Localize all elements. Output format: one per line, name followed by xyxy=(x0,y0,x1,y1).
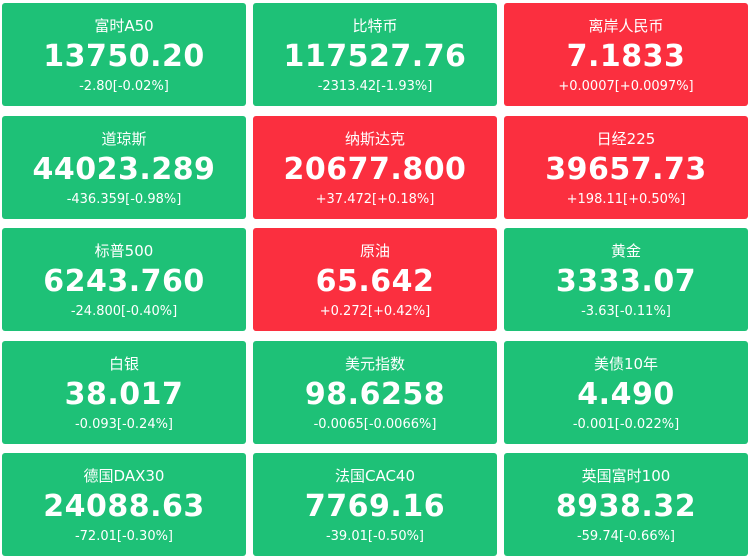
instrument-name: 富时A50 xyxy=(94,17,154,35)
instrument-price: 6243.760 xyxy=(43,264,205,299)
instrument-change: -24.800[-0.40%] xyxy=(70,304,178,319)
instrument-change: -72.01[-0.30%] xyxy=(74,529,174,544)
quote-tile[interactable]: 原油 65.642 +0.272[+0.42%] xyxy=(253,228,497,331)
instrument-change: +37.472[+0.18%] xyxy=(315,191,435,207)
quote-tile[interactable]: 纳斯达克 20677.800 +37.472[+0.18%] xyxy=(253,115,497,219)
quote-tile[interactable]: 德国DAX30 24088.63 -72.01[-0.30%] xyxy=(2,453,246,556)
instrument-name: 法国CAC40 xyxy=(334,467,416,485)
quote-tile[interactable]: 日经225 39657.73 +198.11[+0.50%] xyxy=(504,115,748,219)
instrument-change: -436.359[-0.98%] xyxy=(66,191,182,207)
instrument-price: 38.017 xyxy=(64,376,184,412)
instrument-name: 黄金 xyxy=(610,242,641,260)
instrument-name: 白银 xyxy=(108,354,139,373)
instrument-change: -0.0065[-0.0066%] xyxy=(313,416,437,432)
instrument-price: 44023.289 xyxy=(32,151,216,187)
instrument-name: 原油 xyxy=(359,242,390,260)
instrument-price: 20677.800 xyxy=(283,151,467,187)
instrument-change: +0.272[+0.42%] xyxy=(319,304,431,319)
instrument-change: -2.80[-0.02%] xyxy=(79,79,169,94)
quote-tile[interactable]: 标普500 6243.760 -24.800[-0.40%] xyxy=(2,228,246,331)
instrument-price: 13750.20 xyxy=(43,39,205,74)
quote-tile[interactable]: 道琼斯 44023.289 -436.359[-0.98%] xyxy=(2,115,246,219)
instrument-name: 美债10年 xyxy=(593,354,659,373)
instrument-name: 标普500 xyxy=(94,242,154,260)
quote-tile[interactable]: 英国富时100 8938.32 -59.74[-0.66%] xyxy=(504,453,748,556)
quote-tile[interactable]: 离岸人民币 7.1833 +0.0007[+0.0097%] xyxy=(504,3,748,106)
instrument-price: 24088.63 xyxy=(43,489,205,524)
instrument-change: -39.01[-0.50%] xyxy=(325,529,425,544)
quote-tile[interactable]: 比特币 117527.76 -2313.42[-1.93%] xyxy=(253,3,497,106)
instrument-price: 3333.07 xyxy=(555,264,697,299)
instrument-name: 德国DAX30 xyxy=(83,467,165,485)
quote-tile[interactable]: 黄金 3333.07 -3.63[-0.11%] xyxy=(504,228,748,331)
instrument-change: -59.74[-0.66%] xyxy=(576,529,676,544)
instrument-price: 98.6258 xyxy=(304,376,446,412)
instrument-price: 117527.76 xyxy=(283,39,467,74)
instrument-name: 离岸人民币 xyxy=(588,17,664,35)
instrument-change: +198.11[+0.50%] xyxy=(566,191,686,207)
instrument-name: 道琼斯 xyxy=(101,129,147,148)
instrument-price: 8938.32 xyxy=(555,489,697,524)
instrument-name: 纳斯达克 xyxy=(344,129,405,148)
instrument-change: -3.63[-0.11%] xyxy=(581,304,671,319)
instrument-price: 39657.73 xyxy=(545,151,707,187)
instrument-price: 65.642 xyxy=(315,264,435,299)
quote-tile[interactable]: 富时A50 13750.20 -2.80[-0.02%] xyxy=(2,3,246,106)
quote-tile[interactable]: 美元指数 98.6258 -0.0065[-0.0066%] xyxy=(253,340,497,444)
instrument-change: +0.0007[+0.0097%] xyxy=(558,79,694,94)
instrument-price: 7769.16 xyxy=(304,489,446,524)
instrument-name: 日经225 xyxy=(596,129,656,148)
instrument-price: 7.1833 xyxy=(566,39,686,74)
instrument-name: 英国富时100 xyxy=(581,467,671,485)
instrument-change: -2313.42[-1.93%] xyxy=(317,79,433,94)
instrument-name: 美元指数 xyxy=(344,354,405,373)
instrument-change: -0.001[-0.022%] xyxy=(572,416,680,432)
quote-tile[interactable]: 白银 38.017 -0.093[-0.24%] xyxy=(2,340,246,444)
quote-tile[interactable]: 美债10年 4.490 -0.001[-0.022%] xyxy=(504,340,748,444)
instrument-change: -0.093[-0.24%] xyxy=(74,416,174,432)
instrument-name: 比特币 xyxy=(352,17,398,35)
instrument-price: 4.490 xyxy=(577,376,675,412)
quote-tile[interactable]: 法国CAC40 7769.16 -39.01[-0.50%] xyxy=(253,453,497,556)
